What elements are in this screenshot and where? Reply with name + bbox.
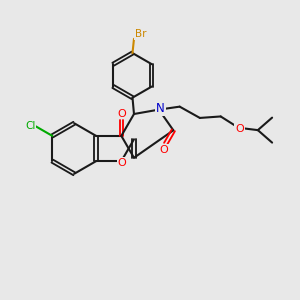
Text: Cl: Cl (25, 121, 35, 130)
Text: O: O (160, 145, 169, 154)
Text: O: O (117, 109, 126, 118)
Text: Br: Br (135, 29, 146, 39)
Text: O: O (118, 158, 126, 168)
Text: N: N (156, 102, 165, 115)
Text: O: O (235, 124, 244, 134)
